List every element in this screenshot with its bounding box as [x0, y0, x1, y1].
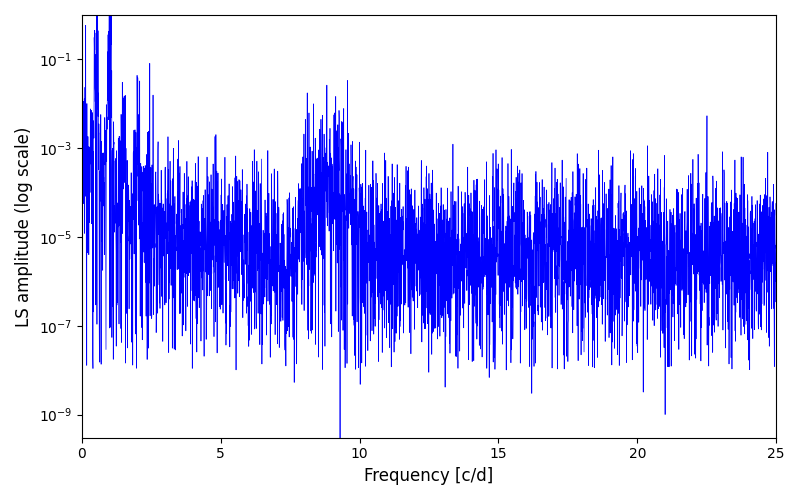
- Y-axis label: LS amplitude (log scale): LS amplitude (log scale): [15, 126, 33, 326]
- X-axis label: Frequency [c/d]: Frequency [c/d]: [364, 467, 494, 485]
